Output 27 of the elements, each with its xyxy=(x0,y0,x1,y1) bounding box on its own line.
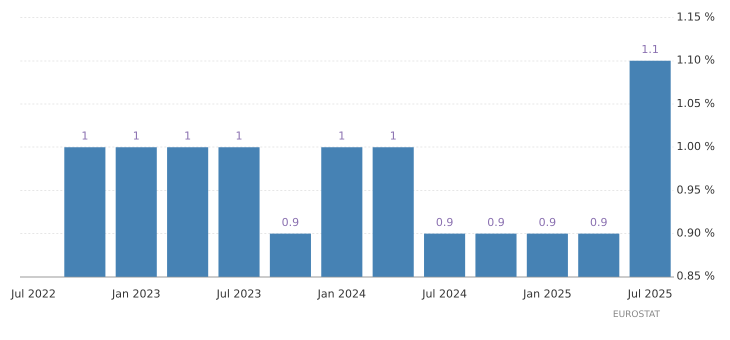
data-label: 0.9 xyxy=(436,216,454,229)
y-tick-label: 1.00 % xyxy=(676,140,716,154)
data-label: 1 xyxy=(184,130,192,143)
x-tick-label: Jul 2025 xyxy=(626,287,673,300)
x-tick-label: Jan 2025 xyxy=(522,287,572,300)
data-label: 1.1 xyxy=(641,43,659,56)
data-label: 1 xyxy=(338,130,346,143)
x-tick-label: Jul 2022 xyxy=(10,287,56,300)
x-tick-label: Jan 2024 xyxy=(316,287,366,300)
y-tick-label: 1.05 % xyxy=(676,96,716,110)
x-tick-label: Jul 2024 xyxy=(421,287,467,300)
data-label: 0.9 xyxy=(487,216,505,229)
y-tick-label: 0.90 % xyxy=(676,226,716,240)
y-tick-label: 0.85 % xyxy=(676,270,716,283)
data-label: 1 xyxy=(81,130,88,143)
text: EUROSTAT xyxy=(612,310,661,320)
data-label: 0.9 xyxy=(590,216,608,229)
data-label: 1 xyxy=(236,130,243,143)
data-label: 0.9 xyxy=(282,216,300,229)
data-label: 1 xyxy=(390,130,397,143)
y-tick-label: 1.15 % xyxy=(676,10,716,24)
data-label: 0.9 xyxy=(538,216,556,229)
y-tick-label: 1.10 % xyxy=(676,54,716,67)
x-tick-label: Jul 2023 xyxy=(216,287,262,300)
data-label: 1 xyxy=(132,130,140,143)
x-tick-label: Jan 2023 xyxy=(111,287,160,300)
y-tick-label: 0.95 % xyxy=(676,183,716,196)
